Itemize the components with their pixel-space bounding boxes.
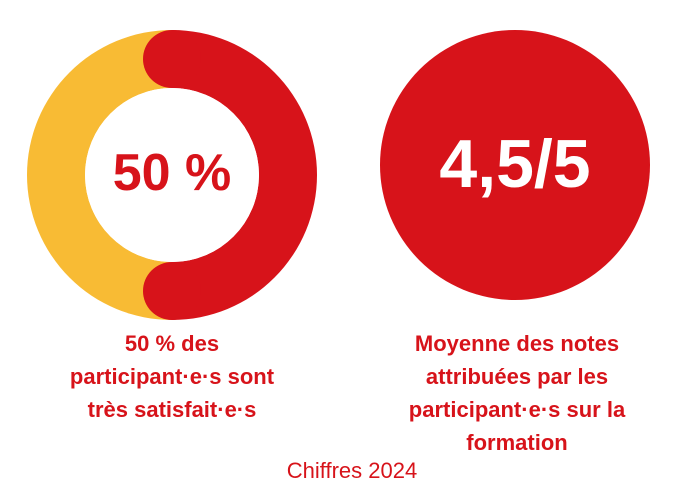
satisfaction-donut-chart [27,30,317,320]
satisfaction-caption-line: très satisfait·e·s [87,397,257,422]
average-score-caption-line: Moyenne des notes [414,331,620,356]
donut-hole [85,88,259,262]
average-score-circle: 4,5/5 [380,30,650,300]
satisfaction-caption-line: participant·e·s sont [69,364,275,389]
average-score-caption-line: formation [466,430,568,455]
satisfaction-caption-line: 50 % des [124,331,220,356]
donut-slice-cap [143,262,201,320]
donut-slice-cap [143,30,201,88]
average-score-caption-line: attribuées par les [425,364,609,389]
donut-slice [27,30,172,320]
donut-center-label: 50 % [112,144,232,202]
average-score-caption-line: participant·e·s sur la [408,397,626,422]
footer-year-label: Chiffres 2024 [286,458,418,483]
satisfaction-caption: 50 % des participant·e·s sont très satis… [50,327,294,426]
average-score-value: 4,5/5 [439,126,591,202]
average-score-caption: Moyenne des notes attribuées par les par… [395,327,639,459]
donut-slice [172,30,317,320]
